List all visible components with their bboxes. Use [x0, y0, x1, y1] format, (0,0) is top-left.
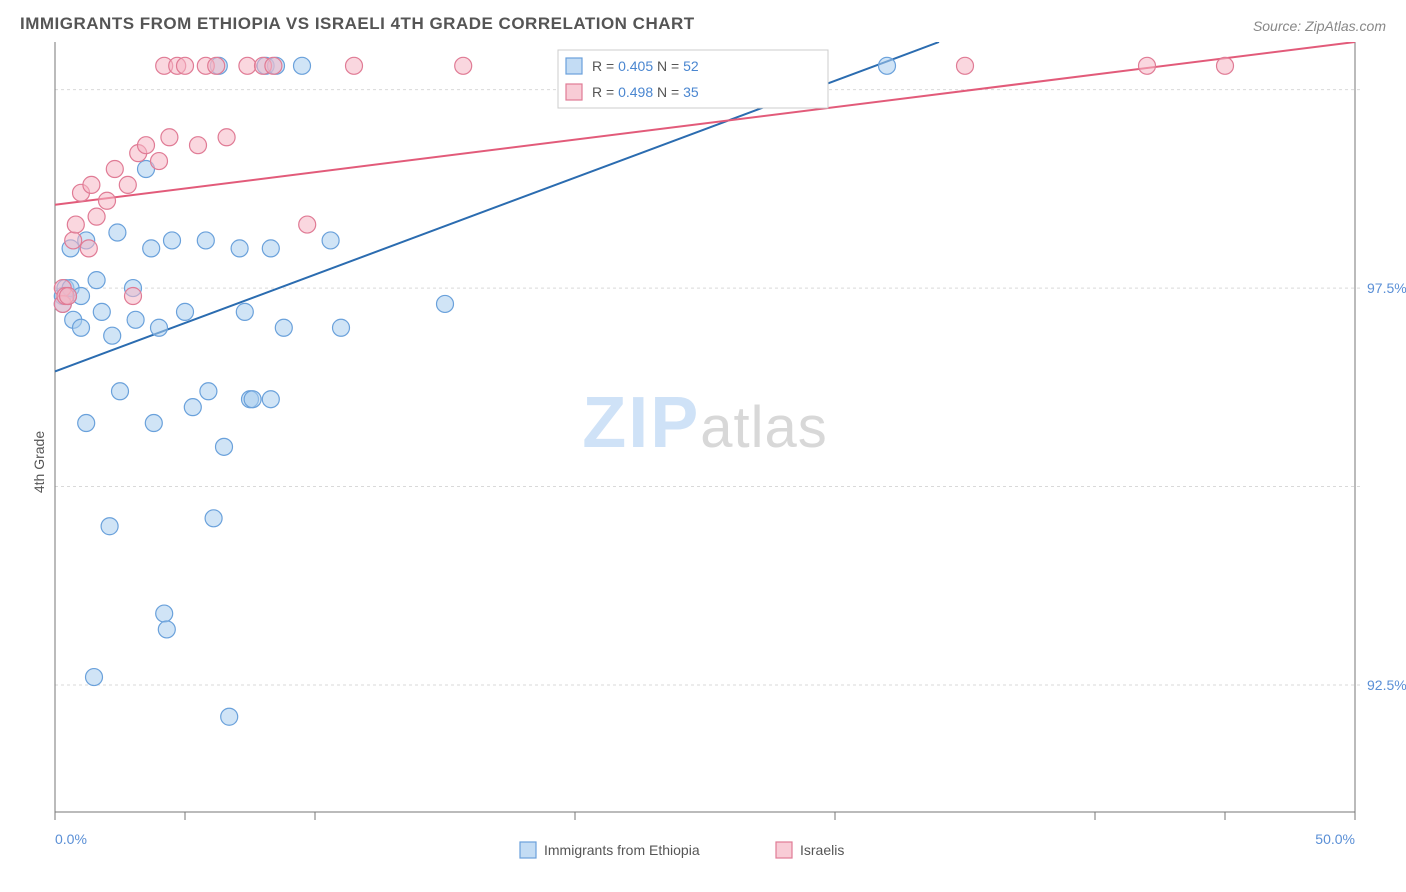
source-prefix: Source:: [1253, 18, 1305, 34]
svg-text:Immigrants from Ethiopia: Immigrants from Ethiopia: [544, 842, 700, 858]
svg-text:R = 0.498 N = 35: R = 0.498 N = 35: [592, 84, 699, 100]
svg-text:92.5%: 92.5%: [1367, 677, 1406, 693]
svg-text:Israelis: Israelis: [800, 842, 844, 858]
source-name: ZipAtlas.com: [1305, 18, 1386, 34]
y-axis-label: 4th Grade: [31, 431, 47, 493]
svg-text:0.0%: 0.0%: [55, 831, 87, 847]
header: IMMIGRANTS FROM ETHIOPIA VS ISRAELI 4TH …: [0, 0, 1406, 42]
source-attribution: Source: ZipAtlas.com: [1253, 18, 1386, 34]
svg-text:97.5%: 97.5%: [1367, 280, 1406, 296]
chart-title: IMMIGRANTS FROM ETHIOPIA VS ISRAELI 4TH …: [20, 14, 695, 34]
scatter-chart: ZIPatlas 0.0% 50.0% 92.5% 97.5% R = 0.405 N =…: [0, 42, 1406, 882]
svg-text:R = 0.405 N = 52: R = 0.405 N = 52: [592, 58, 699, 74]
chart-container: 4th Grade ZIPatlas 0.0% 50.0% 92.5% 97.5% R =…: [0, 42, 1406, 882]
svg-text:ZIPatlas: ZIPatlas: [582, 383, 828, 463]
svg-text:50.0%: 50.0%: [1315, 831, 1355, 847]
